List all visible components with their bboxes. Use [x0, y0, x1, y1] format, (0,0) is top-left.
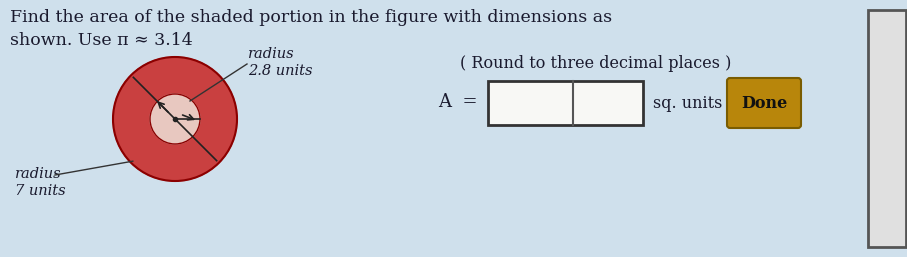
Text: 2.8 units: 2.8 units [248, 64, 313, 78]
Text: radius: radius [248, 47, 295, 61]
FancyBboxPatch shape [727, 78, 801, 128]
Text: Done: Done [741, 95, 787, 112]
Text: shown. Use π ≈ 3.14: shown. Use π ≈ 3.14 [10, 32, 193, 49]
Text: Find the area of the shaded portion in the figure with dimensions as: Find the area of the shaded portion in t… [10, 9, 612, 26]
Text: 7 units: 7 units [15, 184, 65, 198]
Text: ( Round to three decimal places ): ( Round to three decimal places ) [460, 55, 731, 72]
FancyBboxPatch shape [488, 81, 643, 125]
Circle shape [150, 94, 200, 144]
FancyBboxPatch shape [868, 10, 906, 247]
Text: radius: radius [15, 167, 62, 181]
Circle shape [113, 57, 237, 181]
Text: sq. units: sq. units [653, 95, 722, 112]
Text: A  =: A = [438, 93, 477, 111]
